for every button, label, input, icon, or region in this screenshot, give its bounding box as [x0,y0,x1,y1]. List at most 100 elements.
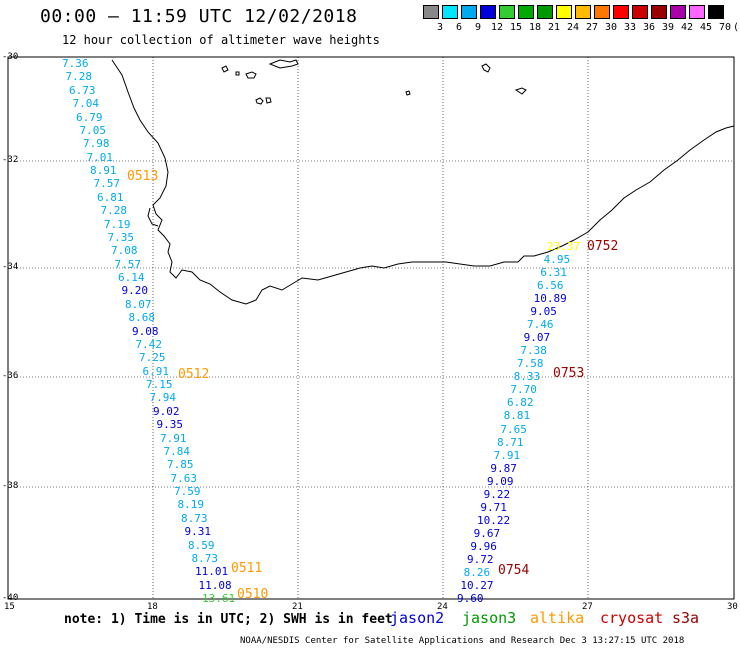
wave-height-value: 13.61 [202,592,236,605]
wave-height-value: 6.73 [69,83,96,97]
longitude-label: 18 [147,602,158,612]
wave-height-value: 6.79 [76,110,103,124]
legend-label: 9 [474,22,482,33]
legend-swatch [613,5,629,19]
credit-line: NOAA/NESDIS Center for Satellite Applica… [240,636,685,646]
longitude-label: 30 [727,602,738,612]
legend-label: 36 [642,22,656,33]
wave-height-value: 9.31 [184,525,212,539]
graticule [8,57,734,599]
wave-height-value: 7.94 [149,391,177,405]
satellite-cryosat-label: cryosat [600,609,664,627]
wave-height-value: 11.01 [195,565,229,579]
wave-height-value: 9.09 [487,474,514,488]
wave-height-value: 7.57 [114,257,142,271]
wave-height-value: 8.07 [125,297,152,311]
wave-height-value: 9.05 [530,305,557,319]
wave-height-value: 7.98 [83,137,110,151]
coastline-southwest-nub [147,207,159,227]
wave-height-value: 7.28 [65,70,93,84]
legend-label: 15 [509,22,523,33]
legend-swatch [708,5,724,19]
wave-height-value: 8.26 [463,565,491,579]
coastline-south-africa [111,59,735,305]
legend-label: 39 [661,22,675,33]
longitude-label: 27 [582,602,593,612]
legend-swatch [651,5,667,19]
pass-time-label: 0754 [498,563,530,578]
pass-time-label: 0513 [127,169,159,184]
inland-features [221,59,527,105]
legend-swatch [632,5,648,19]
legend-swatch [461,5,477,19]
wave-height-value: 8.91 [90,164,117,177]
wave-height-value: 9.35 [156,418,184,432]
latitude-label: -30 [2,52,19,62]
satellite-jason3-label: jason3 [462,609,517,627]
legend-swatch [480,5,496,19]
wave-height-value: 6.91 [142,364,170,378]
legend-label: 27 [585,22,599,33]
legend-label: 42 [680,22,694,33]
pass-time-label: 0511 [231,561,263,576]
wave-height-value: 7.84 [163,444,191,458]
wave-height-value: 10.89 [533,292,567,306]
map-subtitle: 12 hour collection of altimeter wave hei… [62,33,380,47]
latitude-label: -40 [2,593,19,603]
wave-height-value: 7.36 [62,57,89,70]
wave-height-value: 7.04 [72,97,100,111]
wave-height-value: 9.22 [483,487,511,501]
pass-time-label: 0510 [237,587,269,602]
legend-label: 12 [490,22,504,33]
wave-height-value: 7.35 [107,230,135,244]
wave-height-value: 7.65 [500,422,527,436]
wave-height-value: 9.08 [132,324,159,338]
wave-height-value: 7.42 [135,337,163,351]
wave-height-value: 9.87 [490,461,517,475]
units-note: note: 1) Time is in UTC; 2) SWH is in fe… [64,612,393,627]
legend-label: 33 [623,22,637,33]
wave-height-value: 9.67 [473,526,501,540]
longitude-label: 15 [4,602,15,612]
wave-height-value: 6.82 [507,396,534,410]
wave-height-value: 7.91 [493,448,521,462]
wave-height-value: 7.58 [517,357,544,371]
wave-height-value: 7.91 [160,431,187,445]
wave-height-value: 7.57 [93,177,121,191]
legend-swatch [670,5,686,19]
wave-height-value: 7.46 [527,318,554,332]
wave-height-value: 7.28 [100,204,128,218]
longitude-label: 24 [437,602,448,612]
legend-label: 21 [547,22,561,33]
wave-height-value: 4.95 [543,253,571,267]
latitude-label: -36 [2,371,19,381]
wave-height-value: 6.81 [97,190,124,204]
wave-height-value: 7.38 [520,344,547,358]
wave-height-value: 8.81 [503,409,531,423]
wave-height-value: 9.72 [467,552,494,566]
satellite-altika-label: altika [530,609,585,627]
latitude-label: -38 [2,481,19,491]
wave-height-value: 8.19 [177,498,205,512]
wave-height-value: 7.19 [104,217,131,231]
wave-height-value: 6.56 [537,279,564,293]
wave-height-value: 7.25 [139,351,166,365]
legend-swatch [556,5,572,19]
latitude-label: -32 [2,155,19,165]
wave-height-value: 7.01 [86,150,114,164]
wave-height-value: 6.14 [118,271,145,284]
legend-swatch [575,5,591,19]
wave-height-value: 11.08 [198,578,232,592]
wave-height-value: 8.71 [497,435,524,449]
legend-swatch [689,5,705,19]
wave-height-value: 8.59 [188,538,215,552]
wave-height-value: 7.15 [146,378,173,391]
pass-time-label: 0752 [587,239,619,254]
wave-height-value: 9.71 [480,500,507,514]
legend-label: 70 [718,22,732,33]
wave-height-value: 8.68 [128,311,156,325]
legend-unit: (ft) [733,22,740,33]
legend-swatch [442,5,458,19]
legend-swatch [537,5,553,19]
legend-swatch [423,5,439,19]
